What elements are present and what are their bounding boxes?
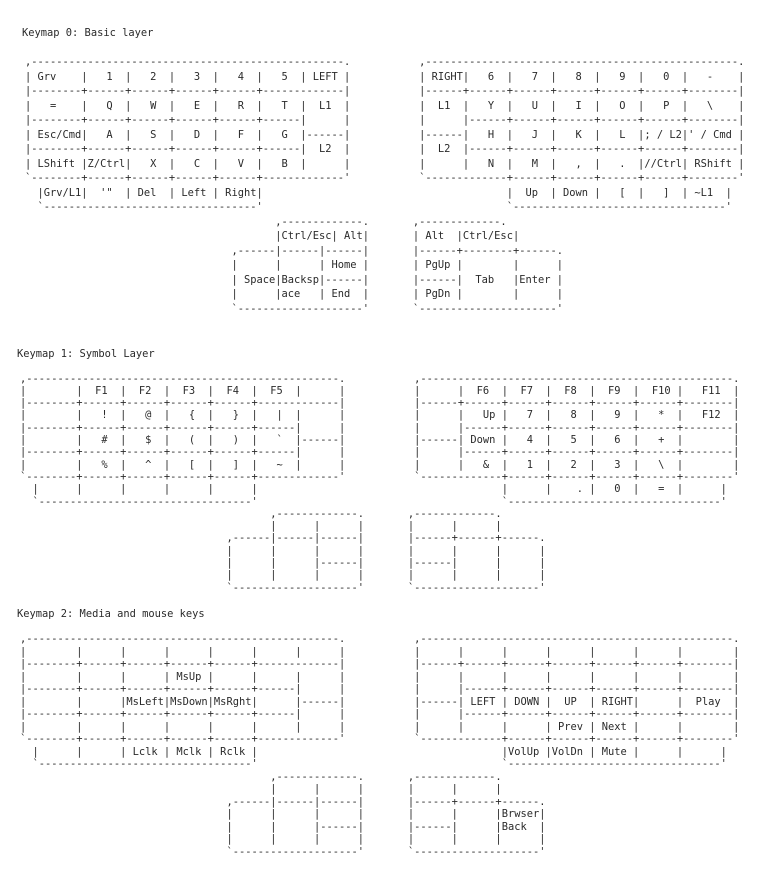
keymap-line: | LShift |Z/Ctrl| X | C | V | B | | | | … [25, 157, 745, 170]
keymap-line: | |ace | End | | PgDn | | | [25, 288, 563, 300]
keymap-line: |--------+------+------+------+------+--… [20, 658, 740, 670]
keymap-line: ,-------------. ,-------------. [20, 507, 502, 520]
keymap-diagram: ,---------------------------------------… [0, 633, 765, 858]
keymap-line: ,---------------------------------------… [25, 56, 745, 68]
keymap-line: |--------+------+------+------+------+--… [25, 143, 745, 155]
keymap-diagram: ,---------------------------------------… [0, 55, 765, 316]
keymap-line: `--------+------+------+------+------+--… [20, 470, 740, 483]
keymap-line: |--------+------+------+------+------+--… [20, 421, 740, 434]
keymap-line: ,---------------------------------------… [20, 633, 740, 645]
keymap-line: |--------+------+------+------+------+--… [25, 114, 745, 126]
keymap-line: ,-------------. ,-------------. [20, 770, 502, 783]
keymap-line: `----------------------------------' `--… [20, 495, 727, 508]
keymap-line: | Space|Backsp|------| |------| Tab |Ent… [25, 273, 563, 286]
keymap-line: ,------|------|------| |------+--------+… [25, 244, 563, 257]
keymap-line: `--------+------+------+------+------+--… [25, 172, 745, 184]
keymap-line: | | | | | | | | | | | | | | | | [20, 645, 740, 658]
keymap-line: ,------|------|------| |------+------+--… [20, 795, 546, 808]
keymap-line: `--------------------' `----------------… [20, 581, 546, 594]
keymap-line: | | | | | | | | | | | | Prev | Next | | … [20, 720, 740, 733]
keymap-2-section: Keymap 2: Media and mouse keys ,---------… [0, 608, 765, 858]
keymap-line: | | | | | | | | [20, 569, 546, 582]
spacer [0, 360, 765, 372]
keymap-line: | | # | $ | ( | ) | ` |------| |------| … [20, 434, 740, 447]
keymap-line: | | % | ^ | [ | ] | ~ | | | | & | 1 | 2 … [20, 458, 740, 471]
keymap-line: | | | Lclk | Mclk | Rclk | |VolUp |VolDn… [20, 745, 727, 758]
keymap-line: `----------------------------------' `--… [20, 758, 727, 770]
keymap-diagram: ,---------------------------------------… [0, 373, 765, 594]
keymap-line: ,------|------|------| |------+------+--… [20, 532, 546, 545]
keymap-line: | Esc/Cmd| A | S | D | F | G |------| |-… [25, 128, 745, 141]
keymap-line: |--------+------+------+------+------+--… [20, 683, 740, 695]
keymap-line: | = | Q | W | E | R | T | L1 | | L1 | Y … [25, 99, 745, 112]
keymap-line: ,---------------------------------------… [20, 372, 740, 385]
keymap-line: |Grv/L1| '" | Del | Left | Right| | Up |… [25, 186, 732, 199]
keymap-line: |--------+------+------+------+------+--… [20, 397, 740, 410]
keymap-line: | | | | MsUp | | | | | | | | | | | | [20, 670, 740, 683]
keymap-line: | | F1 | F2 | F3 | F4 | F5 | | | | F6 | … [20, 384, 740, 397]
keymap-title: Keymap 0: Basic layer [22, 27, 154, 39]
keymap-line: | | | Home | | PgUp | | | [25, 259, 563, 271]
keymap-line: | | | | | | [20, 520, 502, 533]
keymap-line: | | |MsLeft|MsDown|MsRght| |------| |---… [20, 695, 740, 708]
keymap-title: Keymap 2: Media and mouse keys [17, 608, 205, 620]
keymap-1-section: Keymap 1: Symbol Layer ,-----------------… [0, 348, 765, 594]
keymap-line: | | | | | | | | [20, 833, 546, 845]
keymap-line: |Ctrl/Esc| Alt| | Alt |Ctrl/Esc| [25, 230, 520, 242]
keymap-line: | | | | | | | | [20, 544, 546, 557]
keymap-line: `----------------------------------' `--… [25, 201, 732, 213]
keymap-line: `--------------------' `----------------… [25, 302, 563, 315]
keymap-line: |--------+------+------+------+------+--… [20, 708, 740, 720]
keymap-line: | | | | | | [20, 783, 502, 795]
keymap-line: `--------------------' `----------------… [20, 845, 546, 858]
keymap-line: | | |------| |------| |Back | [20, 820, 546, 833]
spacer [0, 41, 765, 56]
keymap-line: | | | | | | |Brwser| [20, 808, 546, 820]
keymap-line: |--------+------+------+------+------+--… [25, 85, 745, 97]
keymap-line: | Grv | 1 | 2 | 3 | 4 | 5 | LEFT | | RIG… [25, 70, 745, 83]
keymap-line: | | | | | | | | . | 0 | = | | [20, 483, 727, 496]
keymap-0-section: Keymap 0: Basic layer ,------------------… [0, 26, 765, 316]
keymap-title: Keymap 1: Symbol Layer [17, 348, 155, 360]
keymap-line: | | |------| |------| | | [20, 557, 546, 570]
spacer [0, 621, 765, 634]
keymap-line: `--------+------+------+------+------+--… [20, 733, 740, 745]
keymap-line: ,-------------. ,-------------. [25, 215, 507, 228]
keymap-line: |--------+------+------+------+------+--… [20, 446, 740, 459]
keymap-line: | | ! | @ | { | } | | | | | | Up | 7 | 8… [20, 409, 740, 422]
